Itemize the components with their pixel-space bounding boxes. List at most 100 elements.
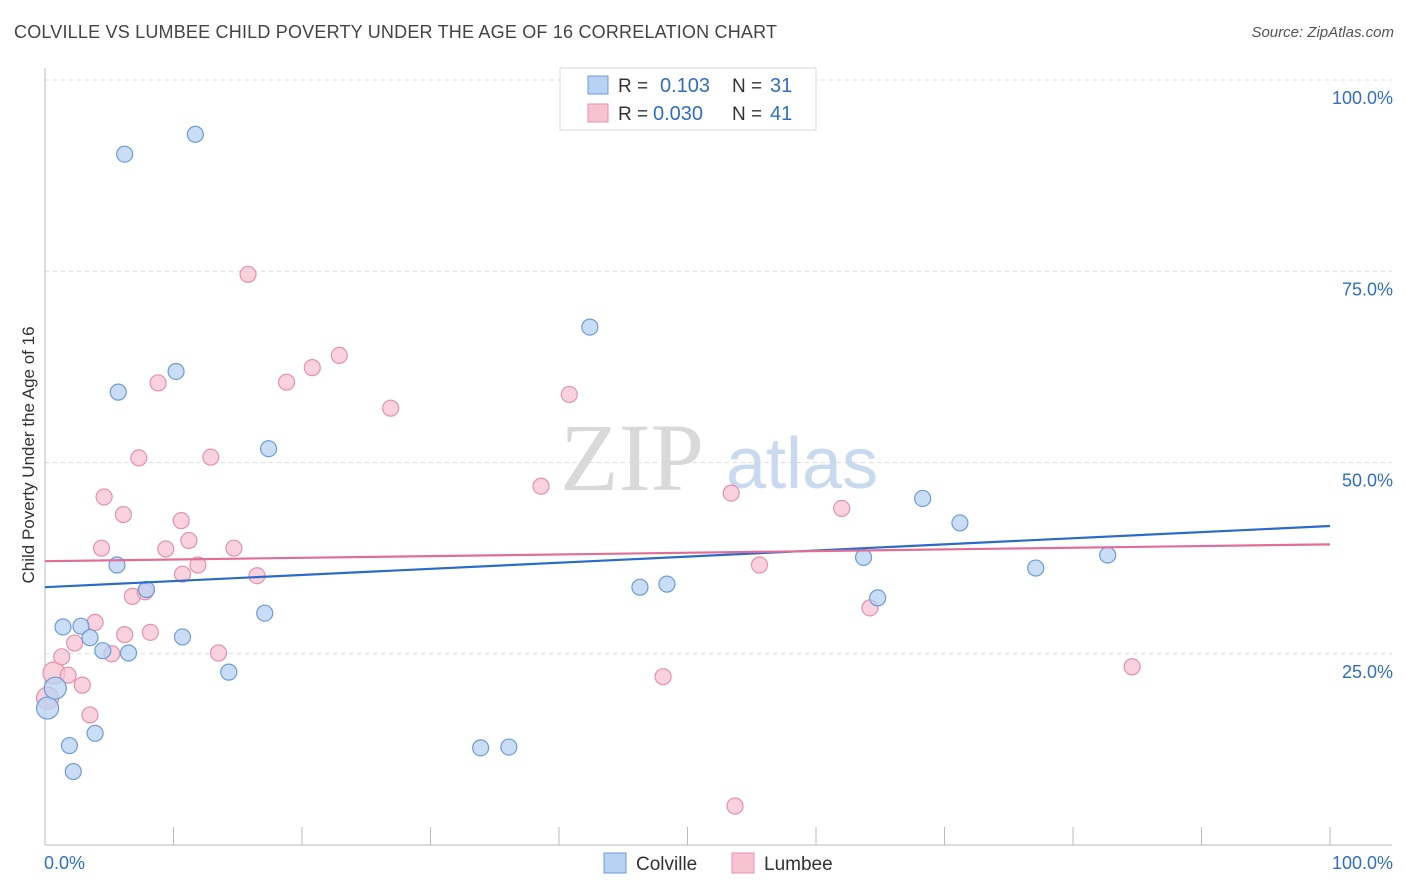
- lumbee-point-7: [86, 613, 104, 631]
- lumbee-n-value: 41: [770, 103, 792, 125]
- y-tick-label-75: 75.0%: [1342, 279, 1393, 299]
- lumbee-point-31: [382, 399, 400, 417]
- lumbee-point-21: [180, 531, 198, 550]
- lumbee-r-value: 0.030: [653, 103, 703, 125]
- y-tick-label-25: 25.0%: [1342, 662, 1393, 682]
- lumbee-point-30: [330, 346, 348, 364]
- lumbee-point-19: [172, 512, 190, 530]
- legend-colville-swatch: [603, 852, 627, 874]
- chart-title: COLVILLE VS LUMBEE CHILD POVERTY UNDER T…: [14, 22, 778, 42]
- x-tick-label-min: 0.0%: [44, 853, 85, 873]
- colville-trend-line: [44, 524, 1331, 589]
- colville-point-2: [54, 618, 72, 636]
- lumbee-point-38: [833, 499, 851, 517]
- colville-point-13: [137, 580, 156, 599]
- colville-point-15: [173, 628, 192, 646]
- colville-point-3: [60, 736, 79, 755]
- legend-colville-label: Colville: [636, 854, 697, 875]
- lumbee-points: [35, 265, 1141, 815]
- colville-point-18: [256, 604, 274, 622]
- lumbee-point-37: [750, 556, 769, 574]
- lumbee-point-34: [654, 668, 672, 686]
- colville-point-28: [951, 514, 969, 532]
- lumbee-point-28: [277, 373, 296, 391]
- legend-lumbee-label: Lumbee: [764, 854, 833, 875]
- lumbee-point-40: [1123, 658, 1141, 676]
- lumbee-point-36: [726, 797, 744, 815]
- colville-n-label: N =: [732, 76, 762, 97]
- y-axis-label: Child Poverty Under the Age of 16: [19, 326, 38, 583]
- colville-point-0: [35, 696, 60, 720]
- lumbee-point-9: [95, 488, 113, 506]
- lumbee-point-6: [81, 706, 99, 724]
- lumbee-point-23: [202, 448, 220, 466]
- colville-point-16: [186, 125, 204, 143]
- colville-r-label: R =: [618, 76, 648, 97]
- watermark-atlas: atlas: [726, 424, 878, 504]
- lumbee-point-8: [92, 539, 111, 557]
- colville-point-12: [119, 644, 138, 662]
- colville-point-24: [658, 575, 676, 593]
- colville-point-14: [167, 362, 185, 381]
- y-tick-label-50: 50.0%: [1342, 471, 1393, 491]
- colville-swatch: [587, 75, 609, 95]
- watermark-zip: ZIP: [560, 404, 704, 511]
- colville-point-30: [1099, 546, 1117, 564]
- source-credit: Source: ZipAtlas.com: [1251, 24, 1394, 41]
- colville-point-4: [64, 762, 82, 781]
- lumbee-r-label: R =: [618, 104, 648, 125]
- x-tick-label-max: 100.0%: [1332, 853, 1393, 873]
- colville-r-value: 0.103: [660, 75, 710, 97]
- lumbee-point-2: [53, 648, 71, 666]
- stats-legend: R = 0.103 N = 31 R = 0.030 N = 41: [559, 67, 817, 131]
- lumbee-point-33: [560, 385, 578, 404]
- lumbee-n-label: N =: [732, 104, 762, 125]
- colville-point-1: [43, 676, 67, 700]
- lumbee-point-11: [114, 505, 132, 524]
- tick-labels: 25.0% 50.0% 75.0% 100.0% 0.0% 100.0%: [44, 88, 1393, 873]
- colville-point-8: [94, 642, 112, 660]
- lumbee-point-14: [130, 449, 148, 467]
- colville-point-20: [472, 739, 490, 757]
- axes: [44, 68, 1392, 846]
- watermark: ZIP atlas: [560, 404, 878, 511]
- lumbee-point-26: [239, 265, 257, 283]
- lumbee-point-24: [209, 644, 228, 662]
- colville-point-10: [109, 383, 127, 401]
- colville-point-29: [1027, 559, 1045, 577]
- colville-point-27: [914, 489, 932, 508]
- colville-n-value: 31: [770, 75, 792, 97]
- lumbee-point-35: [722, 484, 740, 502]
- colville-point-21: [500, 738, 518, 756]
- lumbee-point-27: [248, 567, 266, 585]
- colville-points: [35, 125, 1117, 781]
- colville-point-7: [86, 724, 104, 742]
- lumbee-point-22: [189, 556, 207, 574]
- lumbee-swatch: [587, 103, 609, 123]
- legend-lumbee-swatch: [731, 852, 755, 874]
- colville-point-25: [854, 548, 873, 566]
- colville-point-5: [72, 617, 90, 635]
- colville-point-6: [81, 629, 99, 647]
- colville-point-22: [581, 318, 599, 336]
- lumbee-point-32: [532, 477, 550, 495]
- series-legend: Colville Lumbee: [603, 852, 833, 875]
- lumbee-point-25: [225, 539, 243, 557]
- grid-lines: [45, 79, 1392, 655]
- trend-lines: [44, 524, 1331, 589]
- lumbee-point-17: [149, 374, 167, 392]
- lumbee-point-20: [173, 565, 192, 583]
- lumbee-point-3: [59, 666, 77, 684]
- lumbee-point-18: [157, 540, 175, 558]
- colville-point-19: [259, 440, 278, 458]
- lumbee-point-4: [65, 634, 84, 652]
- colville-point-26: [869, 589, 887, 607]
- colville-point-11: [116, 145, 134, 163]
- lumbee-point-29: [303, 359, 321, 377]
- lumbee-trend-line: [44, 543, 1331, 563]
- y-tick-label-100: 100.0%: [1332, 88, 1393, 108]
- lumbee-point-16: [141, 623, 159, 641]
- lumbee-point-12: [116, 626, 134, 644]
- colville-point-17: [220, 663, 238, 681]
